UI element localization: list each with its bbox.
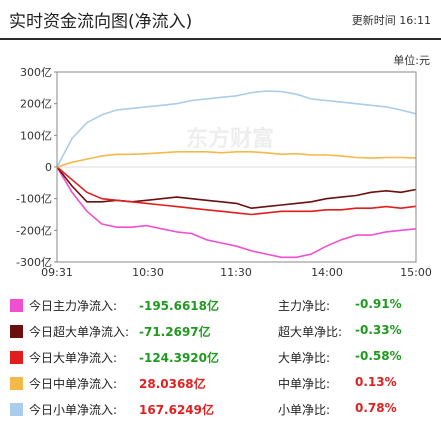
legend-swatch [10,325,23,338]
legend-value: 28.0368亿 [139,377,206,391]
page-title: 实时资金流向图(净流入) [9,12,193,32]
series-line-small [56,90,417,168]
series-line-super [56,166,417,209]
legend-name: 今日主力净流入: [29,299,118,313]
y-tick-label: 100亿 [20,129,52,142]
legend-row-small: 今日小单净流入: 167.6249亿 小单净比: 0.78% [0,397,441,423]
ratio-name: 中单净比: [278,377,331,391]
legend-name: 今日超大单净流入: [29,325,130,339]
legend-swatch [10,403,23,416]
series-line-main [56,166,417,259]
y-tick-label: -300亿 [16,256,52,269]
legend-row-main: 今日主力净流入: -195.6618亿 主力净比: -0.91% [0,293,441,319]
legend-swatch [10,299,23,312]
legend-row-super: 今日超大单净流入: -71.2697亿 超大单净比: -0.33% [0,319,441,345]
x-tick-label: 10:30 [132,266,164,279]
legend-name: 今日小单净流入: [29,403,118,417]
legend-swatch [10,377,23,390]
y-tick-label: 200亿 [20,98,52,111]
ratio-name: 大单净比: [278,351,331,365]
header: 实时资金流向图(净流入) 更新时间 16:11 [0,0,441,40]
series-line-medium [56,151,417,168]
legend-value: -195.6618亿 [139,299,219,313]
legend-name: 今日中单净流入: [29,377,118,391]
ratio-value: -0.91% [355,297,402,311]
update-label: 更新时间 [351,14,396,27]
ratio-name: 主力净比: [278,299,331,313]
legend-value: 167.6249亿 [139,403,215,417]
y-tick-label: -200亿 [16,224,52,237]
legend-value: -71.2697亿 [139,325,211,339]
legend-swatch [10,351,23,364]
ratio-value: 0.78% [355,401,397,415]
y-tick-label: 0 [45,161,52,174]
x-tick-label: 14:00 [311,266,343,279]
x-tick-label: 09:31 [41,266,73,279]
legend-row-large: 今日大单净流入: -124.3920亿 大单净比: -0.58% [0,345,441,371]
watermark-logo: 东方财富 [186,126,274,152]
legend-row-medium: 今日中单净流入: 28.0368亿 中单净比: 0.13% [0,371,441,397]
ratio-value: 0.13% [355,375,397,389]
y-tick-label: -100亿 [16,193,52,206]
legend-value: -124.3920亿 [139,351,219,365]
legend-name: 今日大单净流入: [29,351,118,365]
ratio-value: -0.33% [355,323,402,337]
x-tick-label: 15:00 [400,266,432,279]
unit-label: 单位:元 [393,54,430,67]
ratio-value: -0.58% [355,349,402,363]
ratio-name: 超大单净比: [278,325,343,339]
series-line-large [56,166,417,216]
y-tick-label: 300亿 [20,66,52,79]
ratio-name: 小单净比: [278,403,331,417]
update-time: 16:11 [399,14,431,27]
update-time-label: 更新时间 16:11 [352,12,431,28]
x-tick-label: 11:30 [220,266,252,279]
